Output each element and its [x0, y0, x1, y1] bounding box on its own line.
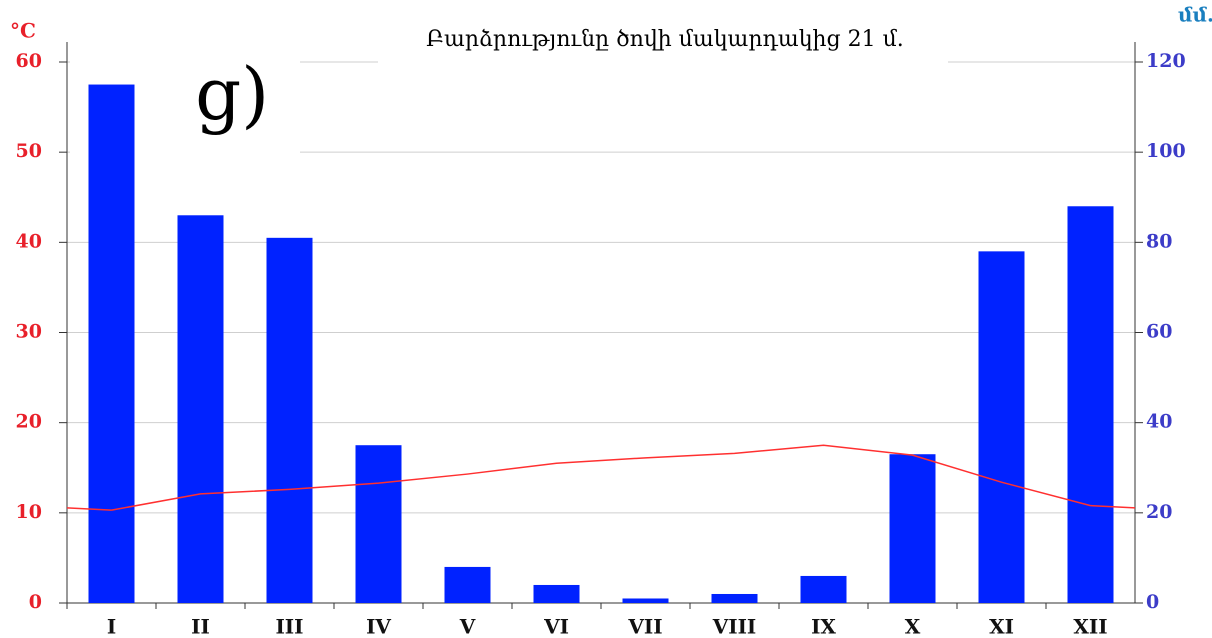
y2-tick-label: 40	[1146, 411, 1172, 433]
y2-tick-label: 60	[1146, 321, 1172, 343]
x-tick-label: I	[107, 615, 116, 638]
y-tick-label: 0	[29, 591, 42, 613]
chart-label: ց)	[195, 52, 269, 136]
y2-tick-label: 0	[1146, 591, 1159, 613]
y2-tick-label: 100	[1146, 140, 1186, 162]
bar	[889, 454, 936, 603]
x-tick-label: VIII	[712, 615, 757, 638]
bar	[355, 445, 402, 603]
y-tick-label: 10	[16, 501, 42, 523]
x-tick-label: IV	[366, 615, 391, 638]
y-tick-label: 50	[16, 140, 42, 162]
bar	[622, 598, 669, 603]
bar	[1067, 206, 1114, 603]
temperature-line	[111, 444, 1091, 511]
x-tick-label: X	[905, 615, 921, 638]
x-tick-label: IX	[811, 615, 836, 638]
bar	[266, 237, 313, 603]
x-tick-label: III	[275, 615, 303, 638]
bar	[711, 593, 758, 603]
line-edge	[66, 507, 112, 511]
x-tick-label: XI	[989, 615, 1014, 638]
bar	[978, 251, 1025, 603]
y2-tick-label: 20	[1146, 501, 1172, 523]
x-tick-label: VI	[543, 615, 569, 638]
line-edge	[1090, 504, 1136, 509]
y-tick-label: 20	[16, 411, 42, 433]
y-axis-unit: °C	[10, 19, 36, 43]
bar	[177, 215, 224, 604]
title-mask	[378, 28, 948, 68]
y2-tick-label: 80	[1146, 230, 1172, 252]
x-tick-label: VII	[627, 615, 662, 638]
y2-tick-label: 120	[1146, 50, 1186, 72]
chart-title: Բարձրությունը ծովի մակարդակից 21 մ.	[426, 27, 904, 52]
y-tick-label: 30	[16, 321, 42, 343]
bar	[88, 84, 135, 603]
bar	[444, 566, 491, 603]
x-tick-label: XII	[1073, 615, 1107, 638]
y2-axis-unit: մմ.	[1178, 3, 1212, 27]
y-tick-label: 40	[16, 230, 42, 252]
x-tick-label: II	[191, 615, 210, 638]
bar	[800, 575, 847, 603]
y-tick-label: 60	[16, 50, 42, 72]
x-tick-label: V	[459, 615, 476, 638]
bar	[533, 584, 580, 603]
